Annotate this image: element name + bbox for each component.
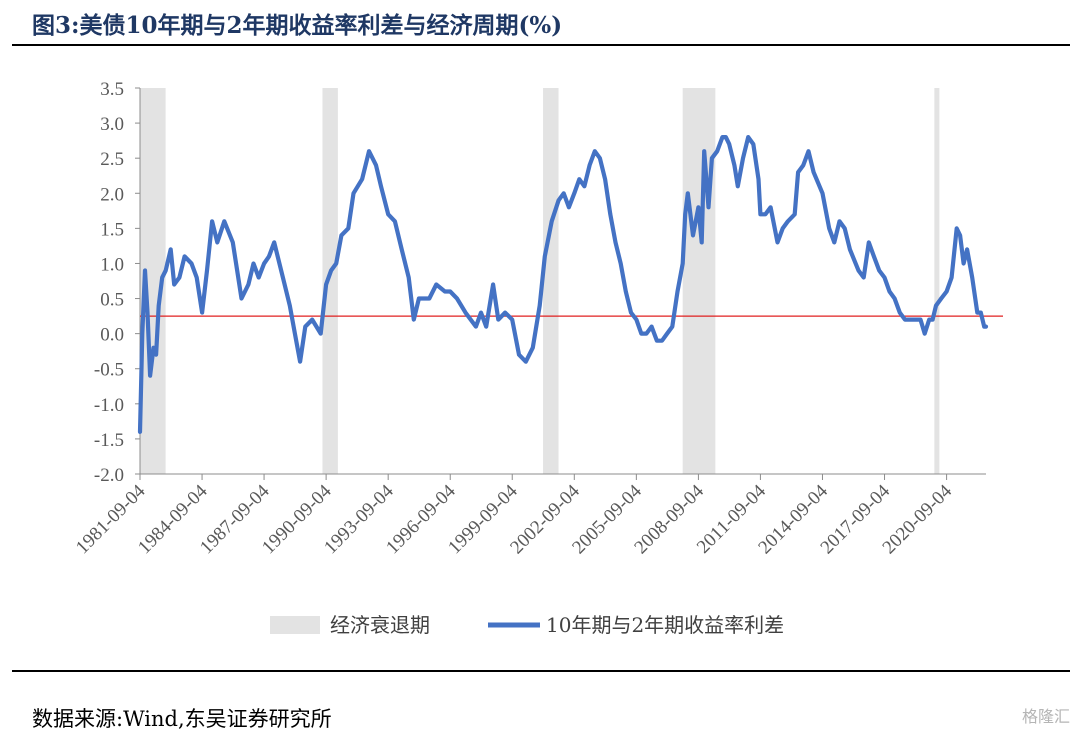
recession-band-2: [543, 88, 559, 474]
y-tick-label: 3.5: [100, 79, 124, 100]
y-tick-label: 0.5: [100, 290, 124, 311]
figure-source: 数据来源:Wind,东吴证券研究所: [32, 707, 332, 731]
recession-band-1: [322, 88, 338, 474]
title-rule: [12, 44, 1070, 46]
y-tick-label: 2.0: [100, 184, 124, 205]
axes: [135, 87, 986, 480]
recession-bands: [139, 88, 940, 474]
x-tick-labels: 1981-09-041984-09-041987-09-041990-09-04…: [72, 480, 956, 558]
y-tick-label: 2.5: [100, 149, 124, 170]
spread-chart: 3.5 3.0 2.5 2.0 1.5 1.0 0.5 0.0 -0.5 -1.0 -1.5 -2.0…: [72, 79, 1003, 637]
y-tick-label: 1.0: [100, 254, 124, 275]
recession-band-4: [934, 88, 940, 474]
y-tick-label: 3.0: [100, 114, 124, 135]
series-layer: [137, 135, 989, 434]
legend-recession-label: 经济衰退期: [330, 613, 430, 637]
source-rule: [12, 670, 1070, 672]
y-tick-label: 1.5: [100, 219, 124, 240]
legend-recession-swatch: [270, 616, 320, 634]
y-tick-label: -1.5: [94, 430, 124, 451]
y-tick-label: -0.5: [94, 360, 124, 381]
recession-band-3: [682, 88, 716, 474]
legend: 经济衰退期 10年期与2年期收益率利差: [270, 613, 784, 637]
watermark: 格隆汇: [1021, 707, 1070, 726]
legend-spread-label: 10年期与2年期收益率利差: [546, 613, 784, 637]
y-tick-label: -2.0: [94, 465, 124, 486]
y-tick-label: -1.0: [94, 395, 124, 416]
figure-title: 图3:美债10年期与2年期收益率利差与经济周期(%): [32, 12, 563, 39]
y-tick-label: 0.0: [100, 325, 124, 346]
series-line-spread: [137, 135, 989, 434]
y-tick-labels: 3.5 3.0 2.5 2.0 1.5 1.0 0.5 0.0 -0.5 -1.0 -1.5 -2.0: [94, 79, 124, 486]
